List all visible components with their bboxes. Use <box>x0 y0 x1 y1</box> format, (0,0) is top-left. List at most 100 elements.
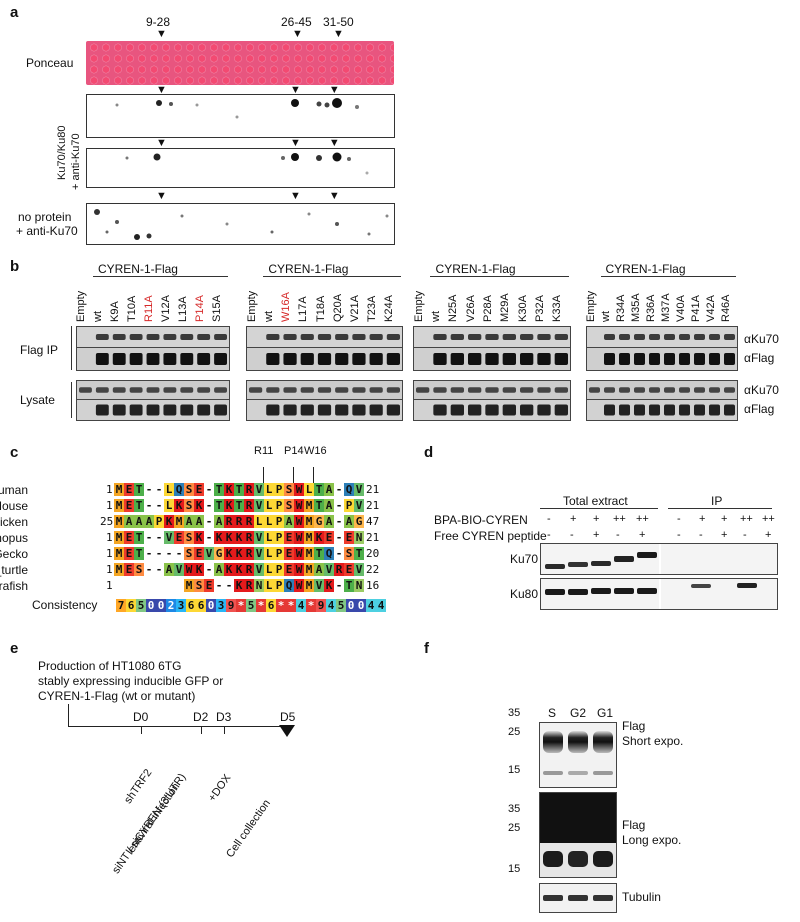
residue: - <box>155 563 163 576</box>
dot-blot-ku-1-svg <box>115 98 359 119</box>
residue: - <box>175 547 183 560</box>
species-name: Xenopus <box>0 531 28 545</box>
ab-label-ku70-lys: αKu70 <box>744 383 779 397</box>
band <box>283 334 297 340</box>
residue: L <box>264 483 274 496</box>
species-name: Human <box>0 483 28 497</box>
sign-cell: - <box>743 529 747 541</box>
residue: M <box>184 579 194 592</box>
blot-strip-1-3 <box>76 380 230 400</box>
construct-line-2 <box>263 276 401 277</box>
band <box>450 404 464 416</box>
free-peptide-row-label: Free CYREN peptide <box>434 529 547 543</box>
consistency-cell: 0 <box>146 599 156 612</box>
residue: L <box>264 499 274 512</box>
band <box>468 334 482 340</box>
residue: - <box>145 563 153 576</box>
lane-g2: G2 <box>570 706 587 720</box>
band <box>485 352 499 366</box>
dot-blot-ku-2 <box>86 148 395 188</box>
construct-label-4: CYREN-1-Flag <box>605 262 686 276</box>
residue: T <box>234 483 244 496</box>
band <box>197 334 211 340</box>
sign-cell: - <box>616 529 620 541</box>
residue: W <box>294 563 304 576</box>
residue: S <box>284 483 294 496</box>
lane-text: V12A <box>159 295 172 322</box>
total-extract-line <box>540 508 658 509</box>
total-extract-header: Total extract <box>563 494 628 508</box>
sign-cell: - <box>699 529 703 541</box>
band <box>537 387 551 393</box>
residue-r11: R11 <box>254 445 274 457</box>
band <box>369 404 383 416</box>
residue: - <box>335 531 343 544</box>
residue: V <box>174 563 184 576</box>
construct-line-3 <box>430 276 569 277</box>
residue: E <box>124 499 134 512</box>
band <box>146 404 160 416</box>
residue: V <box>254 483 264 496</box>
ponceau-membrane <box>86 41 394 85</box>
sign-cell: - <box>570 529 574 541</box>
arrowhead-row2: ▼ ▼ ▼ <box>156 137 340 149</box>
lane-text: Q20A <box>331 293 344 322</box>
residue: K <box>194 531 204 544</box>
residue: W <box>294 579 304 592</box>
residue: M <box>114 515 124 528</box>
lane-text: Empty <box>75 290 88 322</box>
residue: E <box>344 531 354 544</box>
residue: - <box>335 483 343 496</box>
lane-text: K33A <box>551 295 564 322</box>
residue: G <box>354 515 364 528</box>
band <box>180 404 194 416</box>
sign-cell: ++ <box>740 513 753 525</box>
band <box>317 352 332 366</box>
band <box>468 387 482 393</box>
tubulin-label: Tubulin <box>622 890 661 904</box>
residue: Q <box>324 547 334 560</box>
marker-9-28: 9-28 <box>146 15 171 29</box>
residue: L <box>164 483 174 496</box>
band <box>197 387 211 393</box>
band <box>352 352 366 366</box>
band <box>197 404 211 416</box>
residue: R <box>244 547 254 560</box>
tick-d3 <box>224 726 225 734</box>
ku80-band-label: Ku80 <box>510 587 539 601</box>
band <box>112 387 126 393</box>
residue: V <box>354 563 364 576</box>
residue: M <box>114 547 124 560</box>
residue-w16: W16 <box>304 445 327 457</box>
band <box>664 387 675 393</box>
arrowhead-31-50: ▼ <box>333 28 344 40</box>
dot-blot-ku-2-svg <box>125 152 369 175</box>
residue: V <box>164 531 174 544</box>
band <box>112 334 126 340</box>
residue: P <box>274 515 284 528</box>
band <box>369 334 383 340</box>
residue: M <box>174 515 184 528</box>
flag-ip-label: Flag IP <box>20 343 59 357</box>
consistency-cell: 3 <box>216 599 226 612</box>
panel-label-a: a <box>10 4 19 21</box>
residue: E <box>194 547 204 560</box>
consistency-cell: 2 <box>166 599 176 612</box>
blot-strip-2-3 <box>246 380 403 400</box>
band <box>619 334 630 340</box>
residue: N <box>354 531 364 544</box>
band <box>317 404 332 416</box>
timeline-text-2: stably expressing inducible GFP or <box>38 674 224 688</box>
band <box>664 352 675 366</box>
species-start: 1 <box>106 499 113 512</box>
residue-line-r11 <box>263 467 264 483</box>
blot-strip-1-2 <box>76 347 230 371</box>
lane-text: T23A <box>366 295 379 322</box>
species-start: 1 <box>106 531 113 544</box>
consistency-cell: 5 <box>246 599 256 612</box>
lane-text: L17A <box>297 296 310 322</box>
blot-strip-2-1 <box>246 326 403 348</box>
residue: S <box>184 531 194 544</box>
residue: P <box>274 579 284 592</box>
